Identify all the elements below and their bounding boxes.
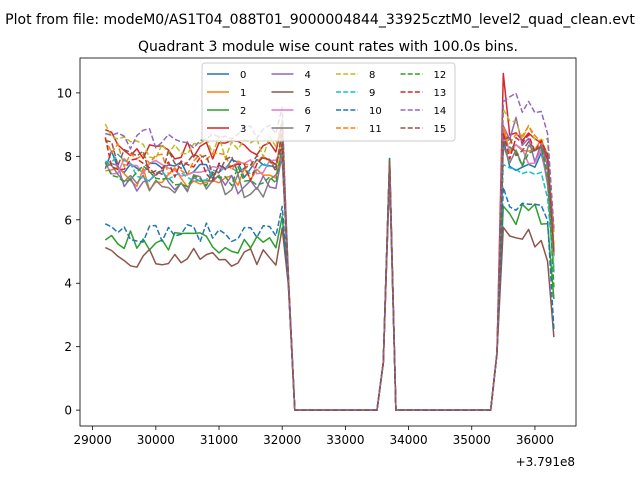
x-offset-label: +3.791e8 xyxy=(516,455,575,469)
x-tick-label: 30000 xyxy=(137,433,175,447)
series-layer xyxy=(104,72,555,411)
legend-label-4: 4 xyxy=(305,70,311,81)
axes-layer: 29000 30000 31000 32000 33000 34000 35000 36000… xyxy=(57,57,577,447)
x-tick-label: 35000 xyxy=(453,433,491,447)
legend-label-14: 14 xyxy=(434,106,447,117)
legend-label-0: 0 xyxy=(240,70,246,81)
figure-suptitle: Plot from file: modeM0/AS1T04_088T01_900… xyxy=(5,12,635,28)
y-tick-label: 10 xyxy=(57,86,72,100)
x-tick-label: 29000 xyxy=(74,433,112,447)
axes-frame xyxy=(79,57,577,427)
legend-box xyxy=(201,62,456,142)
legend-label-13: 13 xyxy=(434,88,447,99)
legend-label-5: 5 xyxy=(305,88,311,99)
y-tick-label: 6 xyxy=(64,213,72,227)
legend-label-7: 7 xyxy=(305,124,311,135)
series-line-15 xyxy=(105,127,555,411)
chart-title: Quadrant 3 module wise count rates with … xyxy=(138,39,518,55)
x-tick-label: 34000 xyxy=(389,433,427,447)
legend-label-11: 11 xyxy=(369,124,382,135)
y-tick-label: 8 xyxy=(64,150,72,164)
legend-label-9: 9 xyxy=(369,88,375,99)
legend-label-2: 2 xyxy=(240,106,246,117)
x-tick-label: 31000 xyxy=(200,433,238,447)
legend-label-3: 3 xyxy=(240,124,246,135)
x-tick-label: 33000 xyxy=(326,433,364,447)
legend-label-8: 8 xyxy=(369,70,375,81)
y-tick-label: 4 xyxy=(64,277,72,291)
legend-label-1: 1 xyxy=(240,88,246,99)
legend-label-10: 10 xyxy=(369,106,382,117)
legend-label-12: 12 xyxy=(434,70,447,81)
y-tick-label: 0 xyxy=(64,404,72,418)
y-tick-label: 2 xyxy=(64,340,72,354)
legend-label-6: 6 xyxy=(305,106,311,117)
legend-label-15: 15 xyxy=(434,124,447,135)
x-tick-label: 32000 xyxy=(263,433,301,447)
x-tick-label: 36000 xyxy=(516,433,554,447)
